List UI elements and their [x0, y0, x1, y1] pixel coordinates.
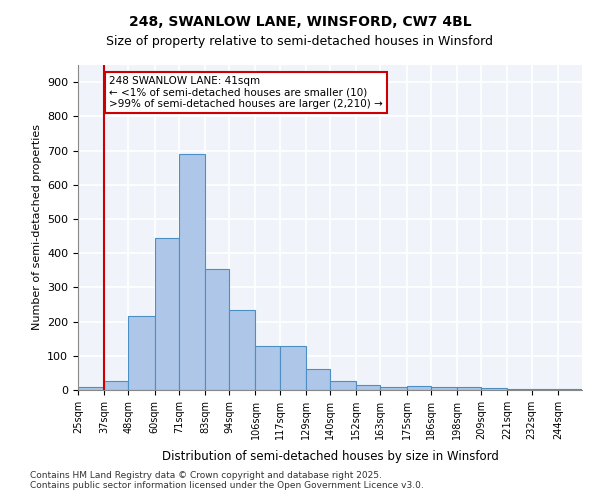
Bar — [104, 382, 128, 390]
Bar — [155, 238, 179, 390]
X-axis label: Distribution of semi-detached houses by size in Winsford: Distribution of semi-detached houses by … — [161, 450, 499, 463]
Bar — [280, 346, 306, 390]
Bar — [457, 388, 481, 390]
Bar — [306, 370, 330, 390]
Bar — [205, 268, 229, 390]
Bar — [380, 386, 407, 390]
Bar — [481, 388, 508, 390]
Bar — [330, 382, 356, 390]
Bar — [532, 389, 558, 390]
Bar — [407, 386, 431, 390]
Bar — [508, 388, 532, 390]
Y-axis label: Number of semi-detached properties: Number of semi-detached properties — [32, 124, 41, 330]
Text: Size of property relative to semi-detached houses in Winsford: Size of property relative to semi-detach… — [107, 35, 493, 48]
Text: Contains HM Land Registry data © Crown copyright and database right 2025.
Contai: Contains HM Land Registry data © Crown c… — [30, 470, 424, 490]
Bar — [128, 316, 155, 390]
Bar — [356, 385, 380, 390]
Bar — [256, 346, 280, 390]
Text: 248 SWANLOW LANE: 41sqm
← <1% of semi-detached houses are smaller (10)
>99% of s: 248 SWANLOW LANE: 41sqm ← <1% of semi-de… — [109, 76, 382, 109]
Bar — [431, 386, 457, 390]
Text: 248, SWANLOW LANE, WINSFORD, CW7 4BL: 248, SWANLOW LANE, WINSFORD, CW7 4BL — [128, 15, 472, 29]
Bar — [179, 154, 205, 390]
Bar — [78, 386, 104, 390]
Bar — [229, 310, 256, 390]
